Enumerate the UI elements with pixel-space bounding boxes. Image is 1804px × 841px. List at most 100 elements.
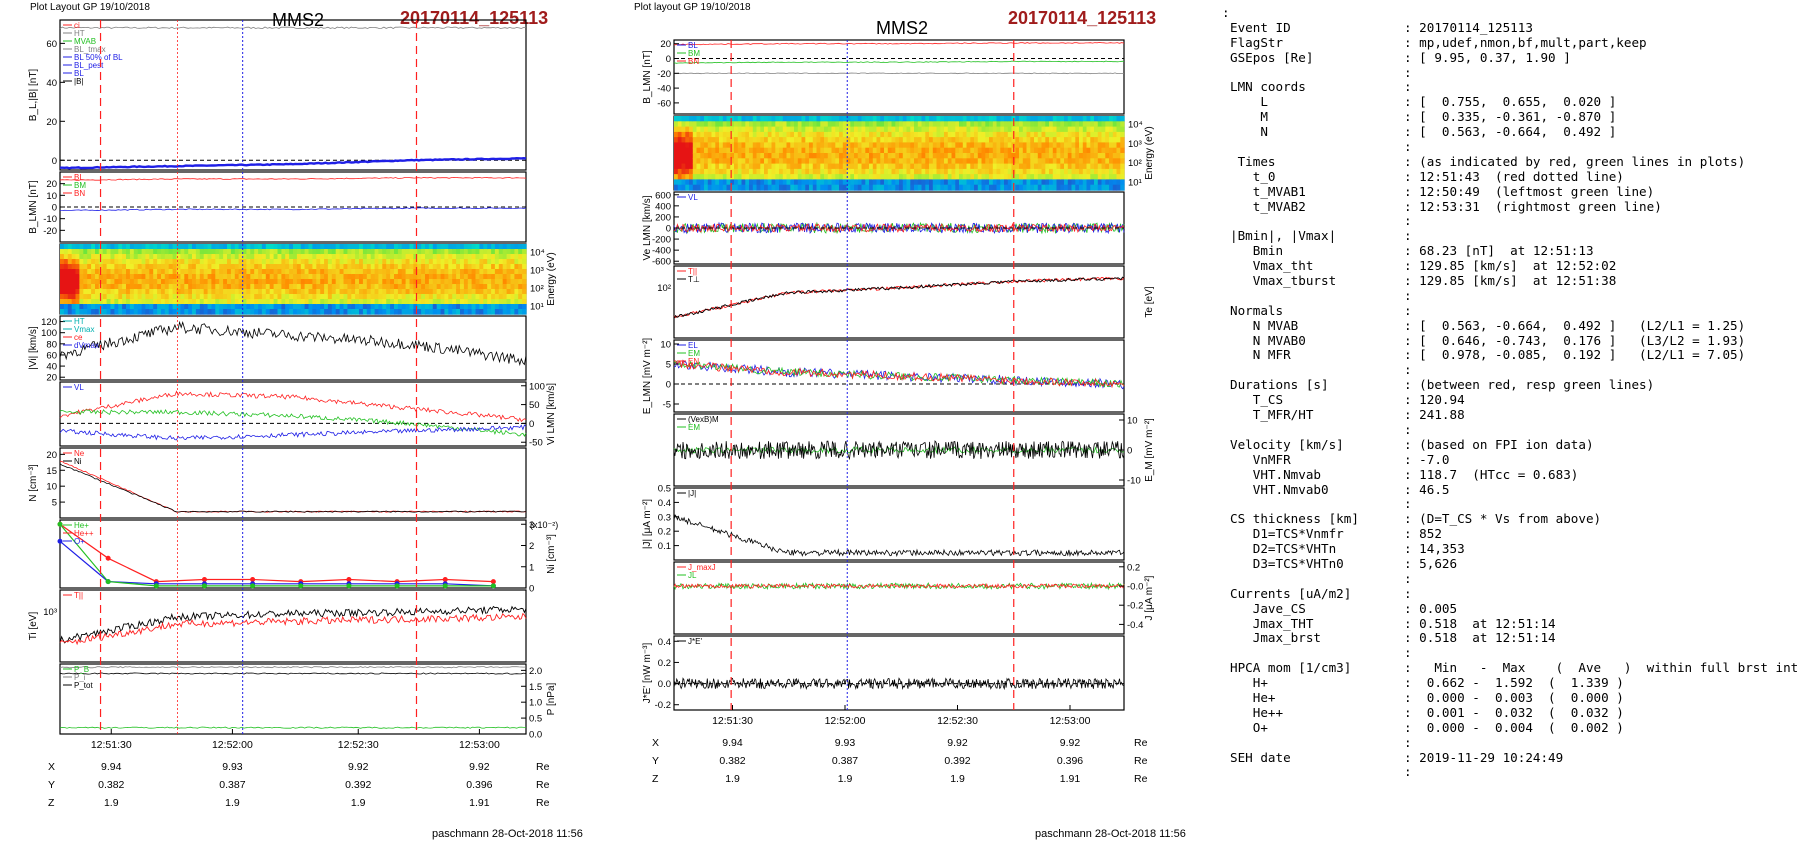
spectrogram-cell	[265, 249, 271, 255]
spectrogram-cell	[906, 174, 911, 180]
spectrogram-cell	[977, 163, 983, 170]
spectrogram-cell	[872, 163, 878, 170]
spectrogram-cell	[1097, 126, 1103, 133]
spectrogram-cell	[891, 137, 896, 143]
spectrogram-cell	[106, 269, 112, 275]
spectrogram-cell	[1022, 121, 1028, 128]
spectrogram-cell	[1041, 168, 1046, 175]
info-value: : 12:51:43 (red dotted line)	[1404, 168, 1624, 184]
spectrogram-cell	[726, 137, 731, 143]
spectrogram-cell	[880, 142, 885, 149]
spectrogram-cell	[60, 289, 65, 295]
spectrogram-cell	[752, 174, 758, 180]
spectrogram-cell	[869, 137, 874, 143]
spectrogram-cell	[857, 142, 863, 149]
spectrogram-cell	[726, 121, 731, 128]
spectrogram-cell	[83, 284, 88, 290]
spectrogram-cell	[1004, 184, 1009, 191]
spectrogram-cell	[936, 174, 941, 180]
spectrogram-cell	[749, 168, 754, 175]
spectrogram-cell	[756, 174, 761, 180]
spectrogram-cell	[715, 184, 720, 191]
spectrogram	[674, 116, 1125, 191]
spectrogram-cell	[846, 158, 851, 165]
spectrogram-cell	[168, 264, 174, 270]
spectrogram-cell	[692, 121, 698, 128]
spectrogram-cell	[1045, 121, 1050, 128]
spectrogram-cell	[60, 279, 65, 285]
spectrogram-cell	[425, 264, 430, 270]
spectrogram-cell	[308, 259, 313, 265]
spectrogram-cell	[835, 184, 840, 191]
spectrogram-cell	[289, 279, 294, 285]
spectrogram-cell	[850, 179, 855, 186]
spectrogram-cell	[339, 274, 345, 280]
spectrogram-cell	[767, 174, 773, 180]
spectrogram-cell	[378, 299, 383, 305]
spectrogram-cell	[996, 174, 1001, 180]
spectrogram-cell	[60, 284, 65, 290]
spectrogram-cell	[362, 299, 368, 305]
spectrogram-cell	[265, 244, 271, 250]
spectrogram-cell	[704, 142, 709, 149]
spectrogram-cell	[1067, 126, 1073, 133]
spectrogram-cell	[760, 137, 765, 143]
spectrogram-cell	[494, 279, 500, 285]
spectrogram-cell	[764, 153, 769, 159]
spectrogram-cell	[382, 279, 387, 285]
spectrogram-cell	[820, 147, 825, 154]
spectrogram-cell	[1109, 168, 1114, 175]
spectrogram-cell	[1004, 131, 1009, 138]
spectrogram-cell	[966, 131, 971, 138]
spectrogram-cell	[502, 244, 508, 250]
spectrogram-cell	[839, 116, 844, 122]
spectrogram-cell	[835, 179, 840, 186]
spectrogram-cell	[79, 244, 84, 250]
spectrogram-cell	[71, 249, 77, 255]
ylabel: N [cm⁻³]	[28, 464, 39, 502]
spectrogram-cell	[1097, 116, 1103, 122]
spectrogram-cell	[711, 168, 716, 175]
spectrogram-cell	[749, 137, 754, 143]
spectrogram-cell	[835, 142, 840, 149]
left-event-title: 20170114_125113	[400, 8, 549, 28]
spectrogram-cell	[812, 158, 818, 165]
spectrogram-cell	[355, 304, 360, 310]
ytick-label: 100	[41, 328, 57, 339]
spectrogram-cell	[242, 244, 247, 250]
spectrogram-cell	[522, 259, 527, 265]
spectrogram-cell	[277, 284, 282, 290]
spectrogram-cell	[794, 163, 799, 170]
spectrogram-cell	[129, 279, 135, 285]
spectrogram-cell	[805, 137, 810, 143]
spectrogram-cell	[83, 294, 88, 300]
info-line: :	[1222, 735, 1802, 751]
spectrogram-cell	[250, 254, 255, 260]
ylabel: Ve LMN [km/s]	[642, 195, 653, 260]
spectrogram-cell	[242, 249, 247, 255]
spectrogram-cell	[79, 289, 84, 295]
spectrogram-cell	[394, 254, 399, 260]
spectrogram-cell	[970, 126, 975, 133]
spectrogram-cell	[436, 259, 442, 265]
spectrogram-cell	[199, 269, 205, 275]
spectrogram-cell	[992, 126, 998, 133]
ytick-label: 100	[529, 381, 545, 392]
spectrogram-cell	[1037, 174, 1043, 180]
ylabel: B_LMN [nT]	[642, 50, 653, 104]
spectrogram-cell	[304, 304, 310, 310]
spectrogram-cell	[230, 259, 236, 265]
spectrogram-cell	[760, 168, 765, 175]
spectrogram-cell	[436, 299, 442, 305]
spectrogram-cell	[685, 126, 690, 133]
spectrogram-cell	[880, 131, 885, 138]
spectrogram-cell	[238, 299, 244, 305]
spectrogram-cell	[79, 254, 84, 260]
spectrogram-cell	[188, 304, 193, 310]
info-value: : [ 0.335, -0.361, -0.870 ]	[1404, 109, 1617, 125]
spectrogram-cell	[514, 264, 519, 270]
spectrogram-cell	[483, 274, 488, 280]
spectrogram-cell	[95, 304, 100, 310]
spectrogram-cell	[722, 116, 728, 122]
spectrogram-cell	[110, 264, 115, 270]
